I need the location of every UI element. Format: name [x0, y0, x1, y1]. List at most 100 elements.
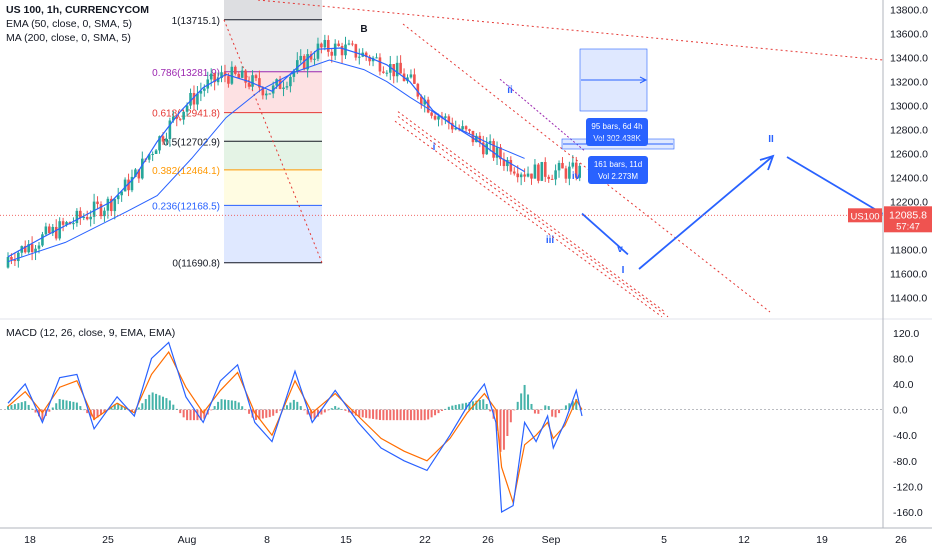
- macd-hist-bar: [230, 400, 233, 410]
- projection-up: [638, 155, 774, 270]
- fib-level-label: 0.5(12702.9): [163, 137, 220, 148]
- candle-body: [154, 150, 158, 154]
- fib-zone-top: [224, 0, 322, 20]
- projection-down: [581, 212, 629, 256]
- candle-body: [340, 46, 344, 56]
- candle-body: [519, 174, 523, 178]
- candle-body: [165, 139, 168, 142]
- macd-hist-bar: [399, 409, 402, 421]
- candle-body: [523, 174, 526, 177]
- macd-hist-bar: [341, 409, 344, 410]
- macd-hist-bar: [537, 409, 540, 414]
- candle-body: [295, 60, 299, 71]
- candle-body: [147, 154, 151, 160]
- macd-hist-bar: [117, 403, 120, 410]
- wave-label: I: [622, 265, 625, 276]
- macd-hist-bar: [437, 409, 440, 414]
- macd-hist-bar: [186, 409, 189, 421]
- price-tick-label: 13800.0: [890, 5, 928, 17]
- macd-hist-bar: [27, 404, 30, 410]
- fib-level-label: 0.236(12168.5): [152, 201, 220, 212]
- candle-body: [337, 43, 340, 47]
- macd-hist-bar: [261, 409, 264, 419]
- macd-signal-line: [7, 350, 583, 505]
- macd-hist-bar: [354, 409, 357, 416]
- price-tick-label: 13400.0: [890, 53, 928, 65]
- macd-hist-bar: [502, 409, 505, 450]
- macd-hist-bar: [113, 404, 116, 410]
- candle-body: [302, 55, 306, 70]
- price-tick-label: 13600.0: [890, 29, 928, 41]
- candle-body: [240, 70, 244, 78]
- macd-hist-bar: [527, 394, 530, 410]
- macd-hist-bar: [68, 401, 71, 410]
- candle-body: [216, 77, 220, 83]
- price-tag: [884, 206, 932, 233]
- macd-hist-bar: [31, 408, 34, 410]
- candle-body: [547, 176, 551, 179]
- wave-label: II: [768, 134, 774, 145]
- macd-hist-bar: [41, 409, 44, 421]
- candle-body: [475, 135, 478, 143]
- macd-hist-bar: [192, 409, 195, 421]
- macd-hist-bar: [396, 409, 399, 421]
- macd-hist-bar: [540, 409, 543, 411]
- macd-legend: MACD (12, 26, close, 9, EMA, EMA): [6, 326, 175, 340]
- time-tick-label: 12: [738, 534, 750, 546]
- candle-body: [416, 83, 420, 97]
- candle-body: [30, 244, 34, 252]
- macd-hist-bar: [434, 409, 437, 416]
- candle-body: [175, 116, 179, 119]
- time-tick-label: Aug: [178, 534, 197, 546]
- macd-hist-bar: [561, 408, 564, 410]
- candle-body: [464, 126, 468, 130]
- macd-hist-bar: [161, 396, 164, 410]
- macd-hist-bar: [451, 405, 454, 410]
- macd-tick-label: -120.0: [893, 481, 923, 493]
- macd-hist-bar: [237, 402, 240, 410]
- candle-body: [378, 57, 382, 72]
- candle-body: [419, 96, 423, 105]
- fib-zone: [224, 112, 322, 142]
- macd-hist-bar: [454, 404, 457, 410]
- candle-body: [430, 112, 433, 116]
- macd-hist-bar: [155, 393, 158, 410]
- chart-legend: US 100, 1h, CURRENCYCOM EMA (50, close, …: [6, 3, 149, 45]
- macd-hist-bar: [227, 400, 230, 410]
- measure-label-bg-2: [588, 156, 648, 184]
- macd-hist-bar: [296, 401, 299, 410]
- macd-hist-bar: [365, 409, 368, 418]
- macd-hist-bar: [310, 409, 313, 419]
- candle-body: [41, 234, 44, 246]
- candle-body: [199, 90, 203, 94]
- candle-body: [116, 195, 120, 200]
- candle-body: [368, 56, 371, 62]
- candle-body: [96, 201, 99, 205]
- macd-hist-bar: [51, 407, 54, 410]
- macd-hist-bar: [79, 406, 82, 410]
- candle-body: [137, 169, 141, 179]
- macd-hist-bar: [234, 400, 237, 410]
- candle-body: [537, 164, 540, 181]
- candle-body: [58, 221, 61, 239]
- macd-hist-bar: [210, 409, 213, 411]
- candle-body: [268, 93, 272, 95]
- macd-hist-bar: [423, 409, 426, 421]
- macd-hist-bar: [306, 409, 309, 415]
- candle-body: [185, 105, 189, 112]
- candle-body: [110, 198, 113, 212]
- candle-body: [399, 62, 402, 74]
- macd-hist-bar: [275, 409, 278, 414]
- price-tick-label: 12400.0: [890, 173, 928, 185]
- fib-zone: [224, 205, 322, 263]
- candle-body: [316, 43, 320, 59]
- macd-hist-bar: [368, 409, 371, 419]
- macd-hist-bar: [179, 409, 182, 414]
- macd-hist-bar: [358, 409, 361, 417]
- candle-body: [437, 116, 440, 120]
- macd-hist-bar: [223, 399, 226, 410]
- candle-body: [203, 88, 206, 91]
